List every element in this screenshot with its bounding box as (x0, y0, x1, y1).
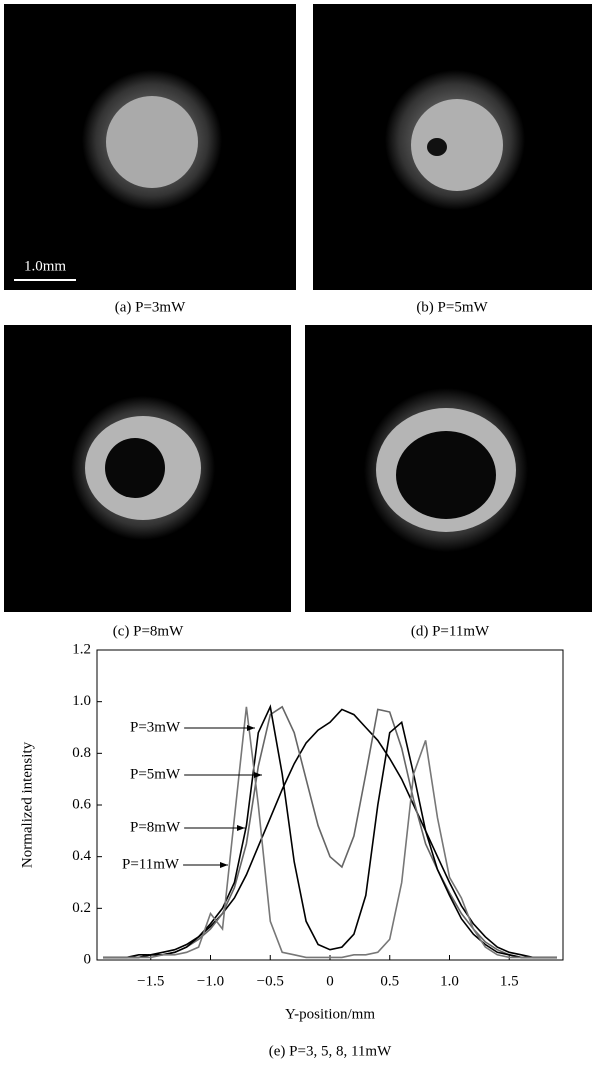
x-tick-label: −1.5 (137, 973, 164, 989)
series-label: P=3mW (130, 719, 181, 735)
label-arrowhead (220, 862, 228, 868)
series-label: P=8mW (130, 819, 181, 835)
scale-bar-label: 1.0mm (24, 258, 66, 274)
x-tick-label: −0.5 (257, 973, 284, 989)
caption: (b) P=5mW (416, 299, 488, 315)
y-tick-label: 1.0 (72, 693, 91, 709)
plot-frame (96, 649, 564, 961)
x-tick-label: −1.0 (197, 973, 224, 989)
beam-hole (396, 431, 496, 519)
y-tick-label: 1.2 (72, 641, 91, 657)
label-arrowhead (247, 725, 255, 731)
beam-hole (427, 138, 447, 156)
plot: −1.5 −1.0 −0.5 0 0.5 1.0 1.5 0 0.2 0.4 0.6 0.8 1.0 1.… (72, 641, 557, 989)
x-tick-label: 1.5 (500, 973, 519, 989)
caption: (d) P=11mW (411, 623, 490, 639)
beam-hole (105, 438, 165, 498)
y-tick-label: 0.6 (72, 796, 91, 812)
y-axis-title: Normalized intensity (19, 741, 35, 868)
y-tick-label: 0.8 (72, 745, 91, 761)
x-tick-label: 0 (326, 973, 334, 989)
x-axis-title: Y-position/mm (285, 1006, 375, 1022)
x-tick-label: 1.0 (440, 973, 459, 989)
series-line (103, 708, 557, 959)
y-tick-label: 0 (84, 951, 92, 967)
x-tick-label: 0.5 (380, 973, 399, 989)
y-tick-label: 0.4 (72, 848, 91, 864)
series-line (103, 706, 557, 959)
caption: (c) P=8mW (113, 623, 184, 639)
caption: (a) P=3mW (115, 299, 186, 315)
label-arrowhead (254, 772, 262, 778)
y-tick-label: 0.2 (72, 900, 91, 916)
caption: (e) P=3, 5, 8, 11mW (269, 1043, 392, 1059)
series-label: P=5mW (130, 766, 181, 782)
beam-core (411, 99, 503, 191)
series-label: P=11mW (122, 856, 180, 872)
label-arrowhead (237, 825, 245, 831)
beam-core (106, 96, 198, 188)
